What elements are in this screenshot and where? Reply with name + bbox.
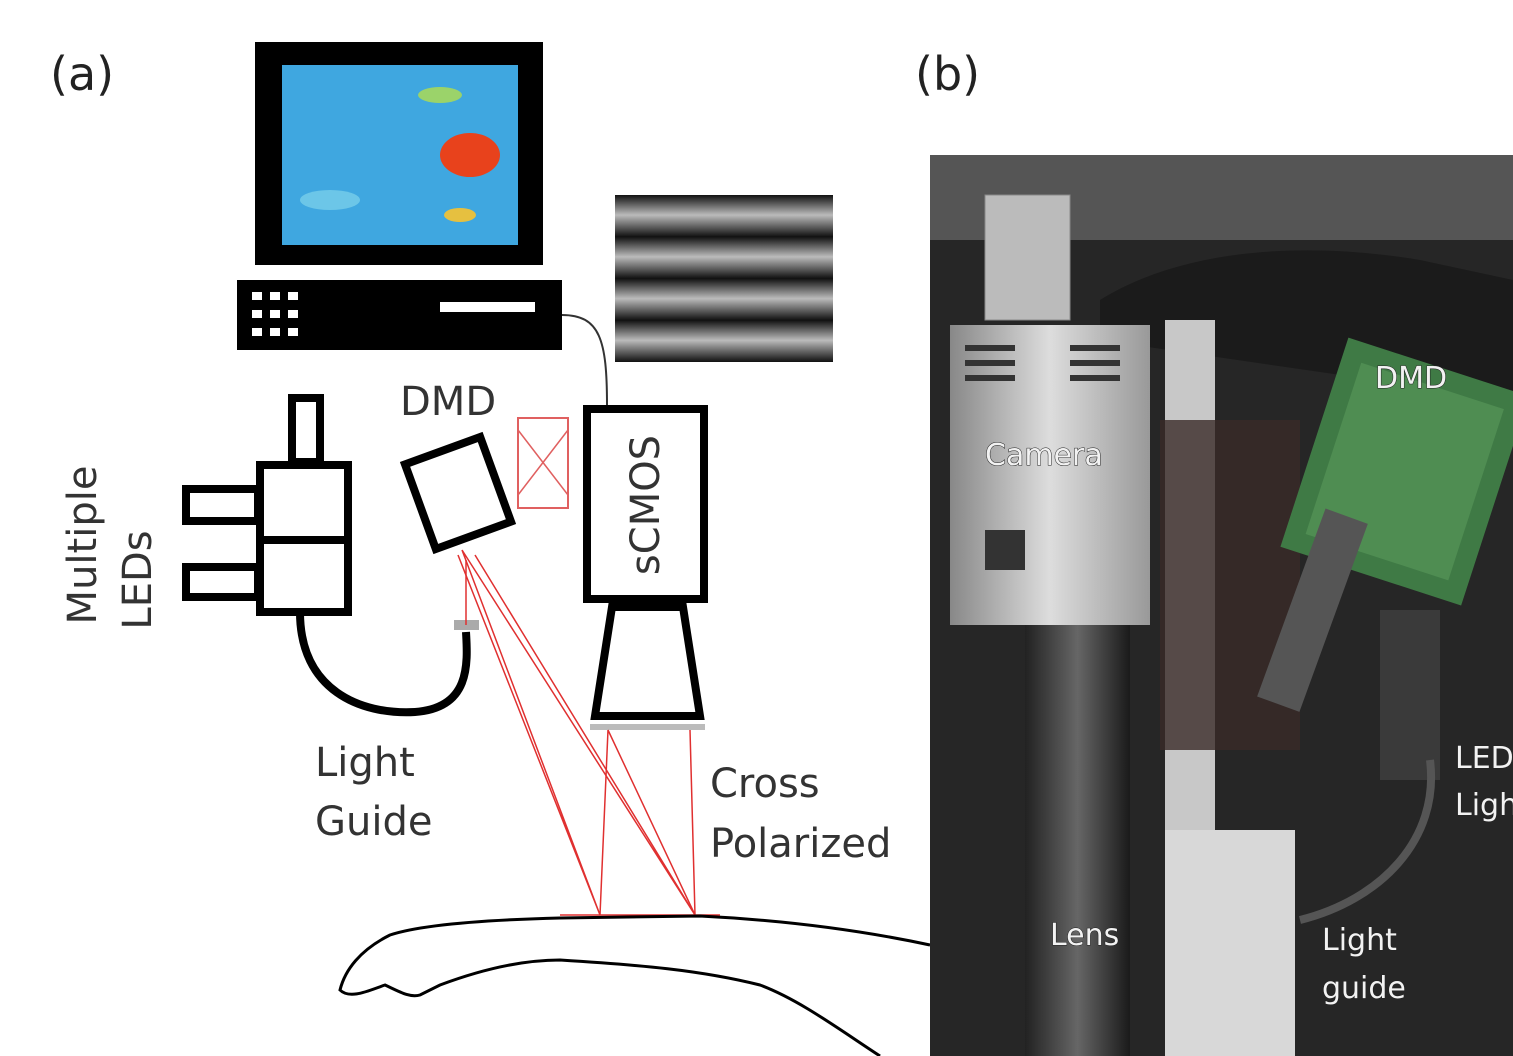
led-module: [186, 398, 348, 612]
photo-lens-label: Lens: [1050, 918, 1119, 953]
arm-outline: [340, 916, 930, 1056]
computer: [237, 280, 562, 350]
camera-label: sCMOS: [623, 435, 669, 575]
panel-label: (a): [50, 47, 114, 101]
figure: (a) sCMOS DMD Multiple LEDs Light Guide …: [0, 0, 1513, 1056]
photo-dmd-label: DMD: [1375, 361, 1447, 396]
cable: [562, 315, 607, 405]
dmd: [405, 437, 511, 549]
photo-light-guide-label: Light: [1322, 923, 1397, 958]
leds-label: LEDs: [115, 530, 161, 629]
camera-lens: [595, 607, 700, 716]
photo-led-label: Ligh: [1455, 788, 1513, 823]
photo-camera: [950, 325, 1150, 625]
fringe-pattern: [615, 195, 833, 362]
panel-label: (b): [915, 47, 980, 101]
light-guide-label: Light: [315, 740, 415, 786]
polarization-label: Cross: [710, 761, 820, 807]
dmd-label: DMD: [400, 379, 496, 425]
page: (a) sCMOS DMD Multiple LEDs Light Guide …: [0, 0, 1513, 1056]
photo-camera-label: Camera: [985, 438, 1103, 473]
photo-lens: [1025, 625, 1130, 1056]
photo-led-label: LED: [1455, 741, 1513, 776]
panel-b: (b) DMD Camera Lens Light guide LED Ligh: [915, 47, 1513, 1056]
light-guide-label: Guide: [315, 799, 432, 845]
light-guide-fiber: [300, 612, 467, 712]
polarization-label: Polarized: [710, 821, 891, 867]
panel-a: (a) sCMOS DMD Multiple LEDs Light Guide …: [50, 42, 930, 1056]
leds-label: Multiple: [60, 466, 106, 625]
photo-light-guide-label: guide: [1322, 971, 1406, 1006]
